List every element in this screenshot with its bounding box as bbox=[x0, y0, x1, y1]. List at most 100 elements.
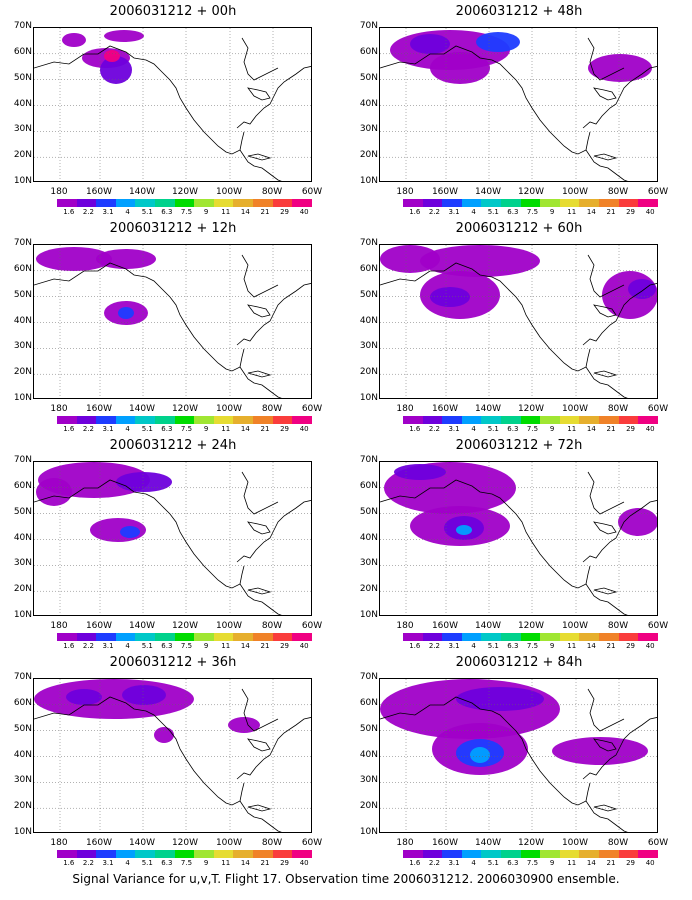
lon-tick-label: 160W bbox=[431, 404, 459, 414]
colorbar-swatch bbox=[213, 633, 234, 641]
coastline bbox=[582, 66, 657, 129]
map-panel: 2006031212 + 24h 70N 60N 50N 40N 30N 20N 10N 180… bbox=[0, 434, 346, 651]
colorbar-swatch bbox=[76, 416, 97, 424]
lat-tick-label: 10N bbox=[13, 393, 32, 403]
map-area bbox=[33, 244, 312, 399]
colorbar-label: 5.1 bbox=[141, 859, 153, 867]
lat-tick-label: 60N bbox=[13, 263, 32, 274]
lat-tick-label: 60N bbox=[359, 480, 378, 491]
panel-title: 2006031212 + 48h bbox=[455, 4, 583, 19]
colorbar-swatch bbox=[540, 416, 560, 424]
colorbar-label: 1.6 bbox=[63, 859, 75, 867]
colorbar-label: 6.3 bbox=[161, 642, 173, 650]
colorbar-swatch bbox=[599, 416, 619, 424]
variance-contour bbox=[618, 508, 657, 536]
colorbar-label: 3.1 bbox=[448, 642, 460, 650]
colorbar-swatch bbox=[422, 199, 443, 207]
lon-tick-label: 120W bbox=[517, 621, 545, 631]
variance-contour bbox=[154, 727, 174, 743]
colorbar-label: 9 bbox=[203, 859, 209, 867]
lat-tick-label: 20N bbox=[13, 584, 32, 595]
lat-tick-label: 70N bbox=[13, 238, 32, 248]
colorbar-swatch bbox=[579, 199, 600, 207]
lon-tick-label: 60W bbox=[301, 187, 323, 197]
lat-tick-label: 40N bbox=[13, 98, 32, 109]
coastline bbox=[247, 738, 271, 752]
colorbar-swatch bbox=[155, 850, 175, 858]
lon-tick-label: 100W bbox=[561, 838, 589, 848]
lat-tick-label: 40N bbox=[359, 532, 378, 543]
coastline bbox=[247, 587, 272, 595]
coastline bbox=[587, 37, 625, 81]
variance-field bbox=[380, 245, 657, 398]
coastline bbox=[239, 565, 245, 585]
colorbar-label: 3.1 bbox=[102, 425, 114, 433]
lon-tick-label: 140W bbox=[474, 404, 502, 414]
lon-tick-label: 60W bbox=[301, 621, 323, 631]
colorbar-label: 3.1 bbox=[448, 425, 460, 433]
coastline bbox=[34, 45, 282, 181]
lat-tick-label: 50N bbox=[359, 723, 378, 734]
lon-tick-label: 120W bbox=[517, 187, 545, 197]
colorbar-label: 1.6 bbox=[409, 208, 421, 216]
colorbar-label: 29 bbox=[626, 642, 636, 650]
colorbar-label: 3.1 bbox=[102, 208, 114, 216]
colorbar bbox=[57, 416, 312, 424]
variance-contour bbox=[100, 56, 132, 84]
coastline bbox=[247, 521, 271, 535]
colorbar-label: 40 bbox=[645, 642, 655, 650]
lon-tick-label: 100W bbox=[215, 404, 243, 414]
colorbar-swatch bbox=[96, 633, 116, 641]
colorbar-swatch bbox=[638, 199, 658, 207]
lon-tick-label: 120W bbox=[517, 838, 545, 848]
coastline bbox=[593, 587, 618, 595]
map-area bbox=[33, 678, 312, 833]
lat-tick-label: 40N bbox=[13, 749, 32, 760]
lat-tick-label: 40N bbox=[359, 749, 378, 760]
colorbar-swatch bbox=[481, 199, 502, 207]
colorbar-label: 2.2 bbox=[428, 425, 440, 433]
map-area bbox=[379, 27, 658, 182]
variance-contour bbox=[470, 747, 490, 763]
colorbar-swatch bbox=[155, 633, 175, 641]
colorbar-label: 1.6 bbox=[409, 859, 421, 867]
map-area bbox=[33, 461, 312, 616]
lon-tick-label: 80W bbox=[607, 621, 629, 631]
colorbar-swatch bbox=[461, 416, 482, 424]
colorbar-label: 40 bbox=[645, 208, 655, 216]
lat-tick-label: 20N bbox=[359, 584, 378, 595]
lon-tick-label: 140W bbox=[474, 838, 502, 848]
colorbar-swatch bbox=[135, 199, 156, 207]
colorbar-label: 40 bbox=[299, 208, 309, 216]
variance-field bbox=[34, 245, 311, 398]
colorbar-label: 11 bbox=[221, 208, 231, 216]
colorbar-swatch bbox=[96, 199, 116, 207]
colorbar-swatch bbox=[403, 850, 423, 858]
panel-title: 2006031212 + 24h bbox=[109, 438, 237, 453]
lon-tick-label: 160W bbox=[431, 187, 459, 197]
colorbar-swatch bbox=[559, 850, 580, 858]
coastline bbox=[241, 471, 279, 515]
variance-contour bbox=[476, 32, 520, 52]
colorbar-swatch bbox=[135, 416, 156, 424]
colorbar-label: 14 bbox=[240, 642, 250, 650]
lon-tick-label: 160W bbox=[85, 187, 113, 197]
lon-tick-label: 160W bbox=[431, 621, 459, 631]
variance-contour bbox=[62, 33, 86, 47]
colorbar-swatch bbox=[520, 633, 541, 641]
lon-tick-label: 120W bbox=[171, 621, 199, 631]
variance-field bbox=[380, 28, 657, 181]
coastline bbox=[582, 717, 657, 780]
colorbar-swatch bbox=[253, 633, 273, 641]
coastline bbox=[247, 153, 272, 161]
colorbar-swatch bbox=[292, 850, 312, 858]
lat-tick-label: 10N bbox=[13, 827, 32, 837]
colorbar-label: 4 bbox=[125, 642, 130, 650]
colorbar-label: 5.1 bbox=[141, 642, 153, 650]
lon-tick-label: 180 bbox=[396, 187, 414, 197]
colorbar-swatch bbox=[599, 850, 619, 858]
lat-tick-label: 70N bbox=[359, 672, 378, 682]
colorbar-swatch bbox=[422, 850, 443, 858]
coastline bbox=[585, 782, 591, 802]
colorbar-label: 4 bbox=[125, 859, 130, 867]
